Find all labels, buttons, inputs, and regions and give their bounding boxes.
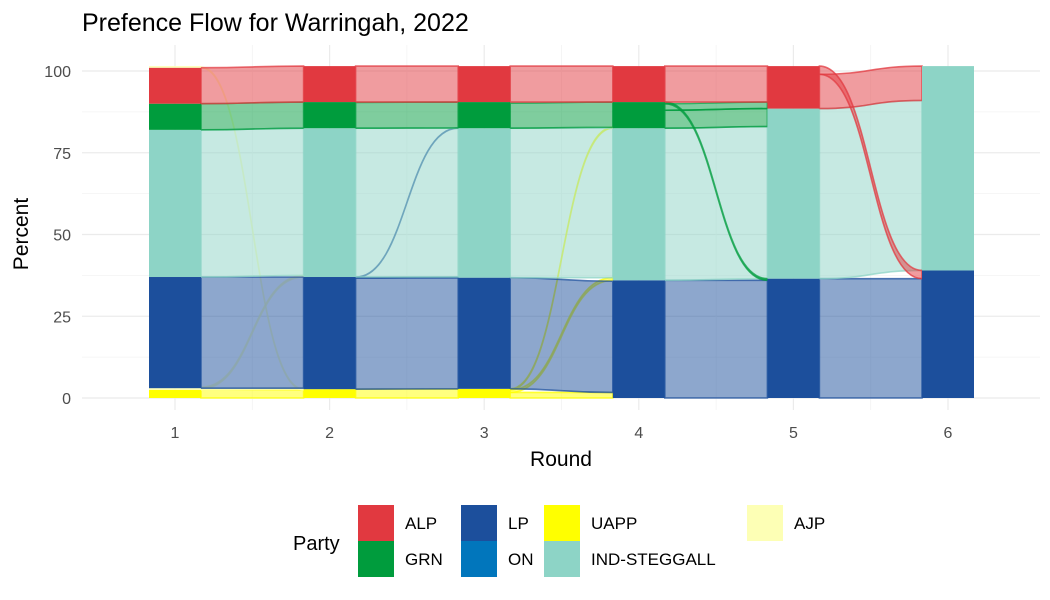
y-axis-ticks: 0 25 50 75 100 <box>44 64 71 408</box>
legend-item-grn: GRN <box>358 541 443 577</box>
x-tick-label: 3 <box>480 425 489 442</box>
flow-grn-to-grn-round-1 <box>200 101 305 131</box>
bar-segment-uapp-round-2 <box>303 389 356 398</box>
bar-segment-uapp-round-1 <box>149 389 201 398</box>
bar-segment-lp-round-5 <box>767 278 820 398</box>
legend-label-alp: ALP <box>405 514 437 533</box>
legend-item-lp: LP <box>461 505 529 541</box>
x-axis-title: Round <box>530 448 592 471</box>
flow-ind-steggall-to-ind-steggall-round-3 <box>509 127 614 279</box>
y-tick-label: 0 <box>62 391 71 408</box>
bar-segment-lp-round-2 <box>303 277 356 390</box>
x-tick-label: 2 <box>325 425 334 442</box>
x-tick-label: 1 <box>171 425 180 442</box>
flow-ind-steggall-to-ind-steggall-round-2 <box>354 127 459 278</box>
x-tick-label: 4 <box>634 425 643 442</box>
legend-item-on: ON <box>461 541 534 577</box>
bar-segment-ind-steggall-round-3 <box>458 128 511 278</box>
bar-segment-alp-round-5 <box>767 66 820 109</box>
flow-ribbons <box>200 65 923 399</box>
stacked-bars <box>149 66 974 398</box>
bar-segment-ind-steggall-round-6 <box>922 66 974 271</box>
bar-segment-lp-round-4 <box>612 280 665 398</box>
legend-label-lp: LP <box>508 514 529 533</box>
legend-title: Party <box>293 533 340 555</box>
x-tick-label: 6 <box>944 425 953 442</box>
flow-alp-to-alp-round-4 <box>664 65 769 103</box>
flow-lp-to-lp-round-4 <box>664 279 769 399</box>
flow-uapp-to-uapp-round-2 <box>354 388 459 399</box>
flow-alp-to-alp-round-1 <box>200 65 305 105</box>
legend-key-grn <box>358 541 394 577</box>
bar-segment-alp-round-3 <box>458 66 511 103</box>
legend-label-on: ON <box>508 550 534 569</box>
legend-label-uapp: UAPP <box>591 514 637 533</box>
bar-segment-lp-round-3 <box>458 277 511 389</box>
bar-segment-ind-steggall-round-1 <box>149 129 201 278</box>
flow-lp-to-lp-round-3 <box>509 276 614 394</box>
bar-segment-alp-round-2 <box>303 66 356 103</box>
x-tick-label: 5 <box>789 425 798 442</box>
bar-segment-ind-steggall-round-5 <box>767 108 820 279</box>
x-axis-ticks: 1 2 3 4 5 6 <box>171 425 953 442</box>
bar-segment-ind-steggall-round-2 <box>303 128 356 278</box>
legend-key-on <box>461 541 497 577</box>
legend-item-alp: ALP <box>358 505 437 541</box>
legend-key-ind-steggall <box>544 541 580 577</box>
bar-segment-lp-round-6 <box>922 270 974 398</box>
bar-segment-grn-round-1 <box>149 103 201 130</box>
flow-grn-to-ind-steggall-round-4 <box>664 107 769 130</box>
legend-label-ind-steggall: IND-STEGGALL <box>591 550 716 569</box>
y-axis-title: Percent <box>10 198 33 271</box>
flow-uapp-to-uapp-round-1 <box>200 389 305 399</box>
flow-lp-to-lp-round-2 <box>354 276 459 390</box>
flow-ind-steggall-to-ind-steggall-round-1 <box>200 127 305 278</box>
legend-item-ajp: AJP <box>747 505 825 541</box>
flow-ind-steggall-to-ind-steggall-round-5 <box>818 99 923 280</box>
bar-segment-ajp-round-1 <box>149 66 201 68</box>
chart-title: Prefence Flow for Warringah, 2022 <box>82 9 469 37</box>
flow-grn-to-grn-round-2 <box>354 101 459 130</box>
legend: Party ALP GRN LP ON UAPP IND-STEGGALL AJP <box>293 505 825 577</box>
bar-segment-grn-round-3 <box>458 102 511 129</box>
bar-segment-grn-round-2 <box>303 102 356 129</box>
legend-item-ind-steggall: IND-STEGGALL <box>544 541 716 577</box>
flow-ind-steggall-to-ind-steggall-round-4 <box>664 125 769 282</box>
flow-alp-to-alp-round-2 <box>354 65 459 103</box>
bar-segment-alp-round-4 <box>612 66 665 103</box>
bar-segment-uapp-round-3 <box>458 388 511 398</box>
y-tick-label: 50 <box>53 228 71 245</box>
bar-segment-grn-round-4 <box>612 102 665 129</box>
y-tick-label: 75 <box>53 146 71 163</box>
legend-item-uapp: UAPP <box>544 505 637 541</box>
legend-label-ajp: AJP <box>794 514 825 533</box>
bar-segment-alp-round-1 <box>149 67 201 104</box>
legend-key-lp <box>461 505 497 541</box>
flow-grn-to-grn-round-3 <box>509 101 614 130</box>
bar-segment-ajp-round-1 <box>149 388 201 390</box>
y-tick-label: 25 <box>53 309 71 326</box>
flow-lp-to-lp-round-1 <box>200 276 305 389</box>
flow-alp-to-alp-round-3 <box>509 65 614 103</box>
flow-uapp-to-lp-round-3 <box>509 391 614 399</box>
bar-segment-ind-steggall-round-4 <box>612 128 665 281</box>
legend-key-uapp <box>544 505 580 541</box>
y-tick-label: 100 <box>44 64 71 81</box>
bar-segment-lp-round-1 <box>149 277 201 389</box>
legend-key-alp <box>358 505 394 541</box>
legend-key-ajp <box>747 505 783 541</box>
flow-lp-to-lp-round-5 <box>818 277 923 399</box>
legend-label-grn: GRN <box>405 550 443 569</box>
